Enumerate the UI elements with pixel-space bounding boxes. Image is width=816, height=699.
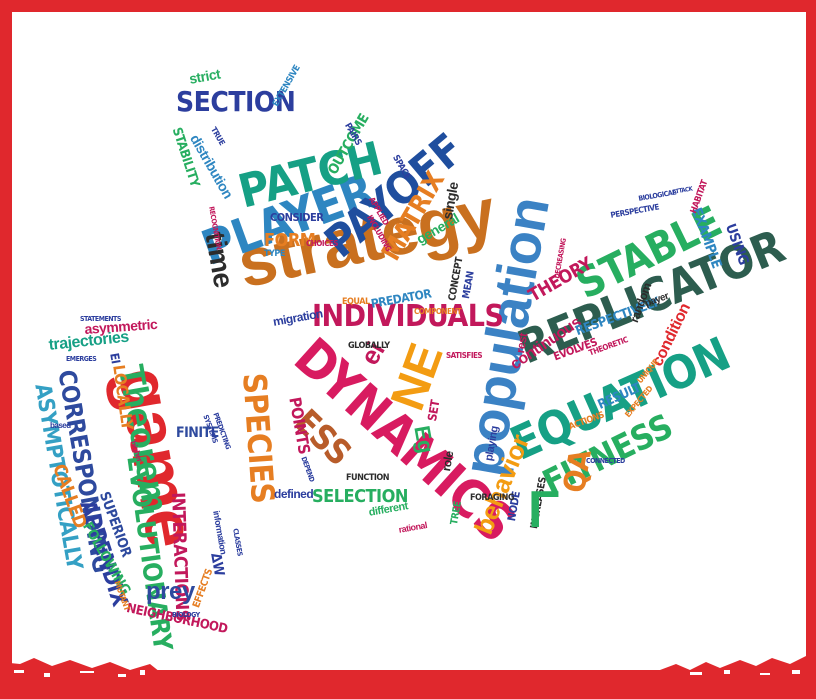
word-species: SPECIES [235, 371, 283, 505]
word-consider: CONSIDER [270, 211, 324, 224]
word-individuals: INDIVIDUALS [312, 299, 504, 334]
word-qa: QA [557, 447, 599, 496]
word-connected: CONNECTED [586, 457, 625, 465]
word-section: SECTION [176, 85, 296, 118]
word-satisfies: SATISFIES [446, 351, 483, 360]
grunge-base [0, 670, 816, 699]
grunge-bottom-border [0, 656, 816, 699]
word-function: FUNCTION [346, 473, 390, 483]
word-eg: Eg [409, 423, 439, 455]
word-foraging: FORAGING [470, 493, 515, 503]
word-biology: BIOLOGY [172, 611, 200, 619]
word-gammaL: Γ [528, 481, 559, 539]
word-defined: defined [274, 487, 314, 501]
word-component: COMPONENT [414, 307, 462, 316]
word-rest: rest [513, 332, 531, 355]
word-statements: STATEMENTS [80, 315, 121, 323]
word-form: FORM [264, 230, 316, 251]
word-role: role [439, 450, 457, 473]
word-finite: FINITE [176, 425, 219, 441]
word-selection: SELECTION [312, 486, 408, 507]
word-deltaW: ΔW [207, 551, 227, 577]
frame-top-border [0, 0, 816, 12]
word-choices: CHOICES [306, 239, 338, 248]
word-set: SET [425, 399, 443, 423]
word-equal: EQUAL [342, 297, 370, 307]
grunge-speckles [14, 670, 800, 677]
frame-left-border [0, 0, 12, 699]
word-ei2: EI [107, 351, 123, 365]
word-emerges: EMERGES [66, 355, 97, 363]
word-prey: prey [146, 578, 195, 605]
word-based: based [50, 421, 71, 430]
word-globally: GLOBALLY [348, 341, 390, 351]
frame-right-border [806, 0, 816, 699]
word-type: TYPE [264, 249, 285, 259]
